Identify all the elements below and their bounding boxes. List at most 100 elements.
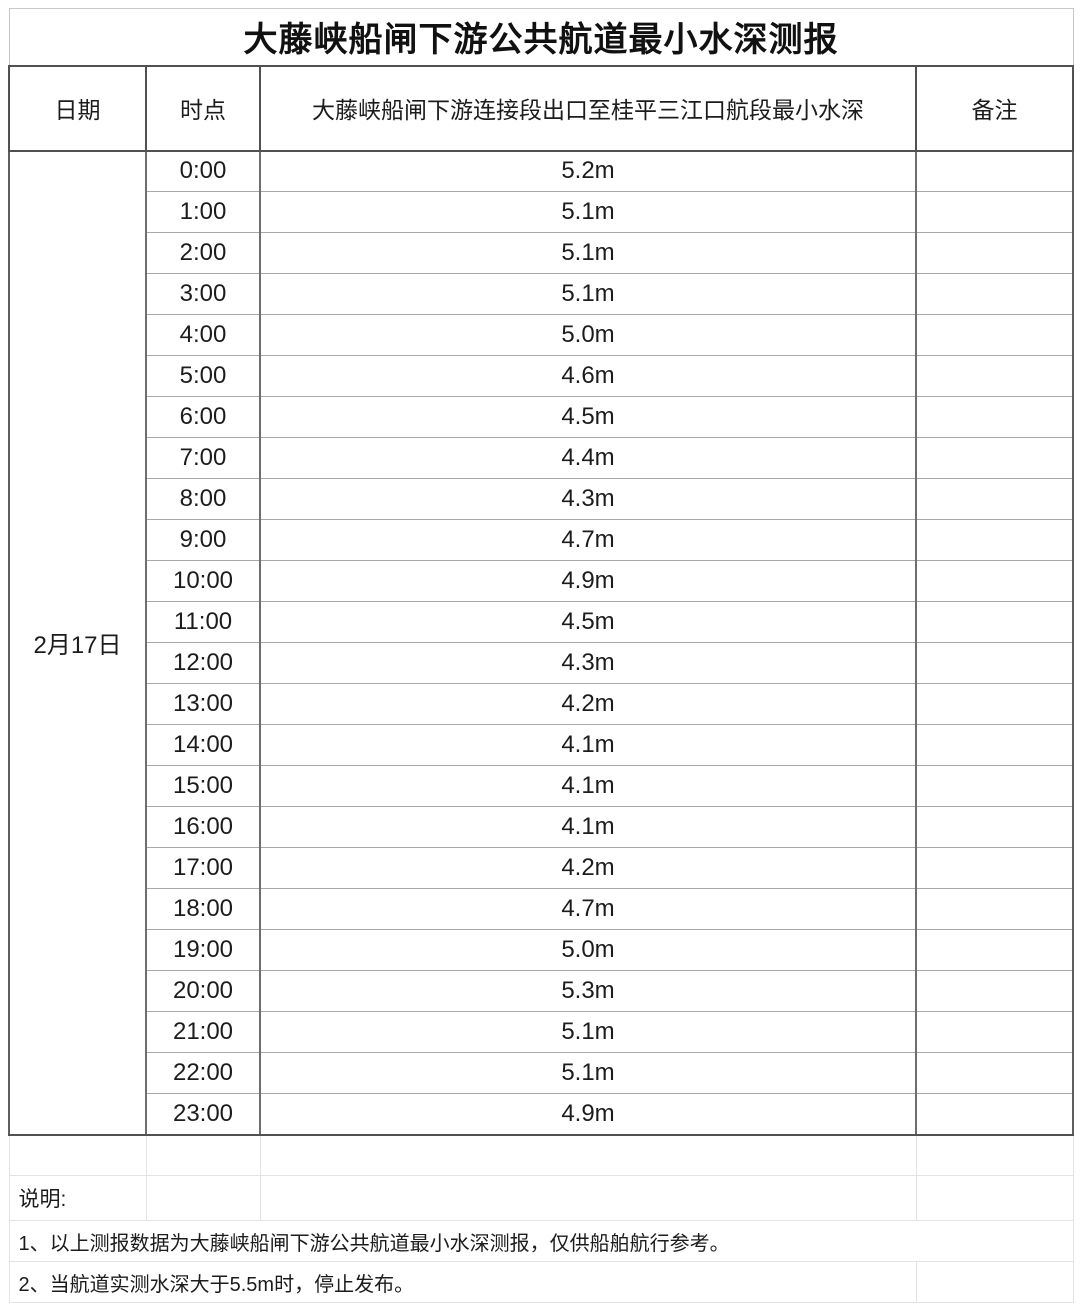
time-cell: 12:00	[145, 642, 261, 684]
remark-cell	[915, 191, 1074, 233]
table-row: 22:00 5.1m	[9, 1052, 1074, 1094]
remark-cell	[915, 1093, 1074, 1136]
depth-cell: 4.1m	[259, 724, 917, 766]
time-cell: 13:00	[145, 683, 261, 725]
time-cell: 3:00	[145, 273, 261, 315]
table-row: 13:00 4.2m	[9, 683, 1074, 725]
time-cell: 7:00	[145, 437, 261, 479]
remark-cell	[915, 478, 1074, 520]
table-row: 3:00 5.1m	[9, 273, 1074, 315]
remark-cell	[915, 765, 1074, 807]
remark-cell	[915, 1052, 1074, 1094]
remark-cell	[915, 683, 1074, 725]
table-row: 6:00 4.5m	[9, 396, 1074, 438]
table-row: 15:00 4.1m	[9, 765, 1074, 807]
remark-cell	[915, 929, 1074, 971]
remark-cell	[915, 560, 1074, 602]
spacer-row	[8, 1134, 1074, 1176]
time-cell: 5:00	[145, 355, 261, 397]
depth-cell: 5.1m	[259, 1011, 917, 1053]
time-cell: 23:00	[145, 1093, 261, 1136]
depth-cell: 5.2m	[259, 150, 917, 192]
note-row: 1、以上测报数据为大藤峡船闸下游公共航道最小水深测报，仅供船舶航行参考。	[8, 1220, 1074, 1262]
depth-cell: 5.3m	[259, 970, 917, 1012]
depth-cell: 4.1m	[259, 765, 917, 807]
table-row: 9:00 4.7m	[9, 519, 1074, 561]
depth-cell: 4.9m	[259, 560, 917, 602]
time-cell: 22:00	[145, 1052, 261, 1094]
depth-cell: 4.7m	[259, 888, 917, 930]
table-row: 17:00 4.2m	[9, 847, 1074, 889]
time-cell: 18:00	[145, 888, 261, 930]
time-cell: 19:00	[145, 929, 261, 971]
table-row: 14:00 4.1m	[9, 724, 1074, 766]
time-cell: 0:00	[145, 150, 261, 192]
empty-cell	[259, 1134, 917, 1176]
date-cell: 2月17日	[8, 150, 147, 1136]
note-row: 2、当航道实测水深大于5.5m时，停止发布。	[8, 1261, 1074, 1303]
remark-cell	[915, 970, 1074, 1012]
empty-cell	[145, 1175, 261, 1221]
remark-cell	[915, 396, 1074, 438]
table-row: 1:00 5.1m	[9, 191, 1074, 233]
header-row: 日期 时点 大藤峡船闸下游连接段出口至桂平三江口航段最小水深 备注	[8, 64, 1074, 152]
time-cell: 21:00	[145, 1011, 261, 1053]
remark-cell	[915, 642, 1074, 684]
remark-cell	[915, 519, 1074, 561]
remark-cell	[915, 273, 1074, 315]
time-cell: 4:00	[145, 314, 261, 356]
time-cell: 11:00	[145, 601, 261, 643]
header-depth: 大藤峡船闸下游连接段出口至桂平三江口航段最小水深	[259, 64, 917, 152]
time-cell: 10:00	[145, 560, 261, 602]
time-cell: 1:00	[145, 191, 261, 233]
remark-cell	[915, 1011, 1074, 1053]
depth-cell: 4.1m	[259, 806, 917, 848]
table-row: 4:00 5.0m	[9, 314, 1074, 356]
page-title: 大藤峡船闸下游公共航道最小水深测报	[8, 8, 1074, 67]
depth-cell: 4.5m	[259, 396, 917, 438]
depth-cell: 4.3m	[259, 478, 917, 520]
remark-cell	[915, 724, 1074, 766]
table-row: 11:00 4.5m	[9, 601, 1074, 643]
time-cell: 8:00	[145, 478, 261, 520]
empty-cell	[145, 1134, 261, 1176]
depth-cell: 4.5m	[259, 601, 917, 643]
remark-cell	[915, 232, 1074, 274]
depth-cell: 5.1m	[259, 232, 917, 274]
empty-cell	[915, 1134, 1074, 1176]
note-2: 2、当航道实测水深大于5.5m时，停止发布。	[8, 1261, 917, 1303]
empty-cell	[915, 1175, 1074, 1221]
time-cell: 6:00	[145, 396, 261, 438]
depth-cell: 4.7m	[259, 519, 917, 561]
remark-cell	[915, 437, 1074, 479]
table-row: 7:00 4.4m	[9, 437, 1074, 479]
note-1: 1、以上测报数据为大藤峡船闸下游公共航道最小水深测报，仅供船舶航行参考。	[8, 1220, 1074, 1262]
time-cell: 14:00	[145, 724, 261, 766]
remark-cell	[915, 806, 1074, 848]
table-row: 12:00 4.3m	[9, 642, 1074, 684]
title-row: 大藤峡船闸下游公共航道最小水深测报	[8, 8, 1074, 67]
notes-label: 说明:	[8, 1175, 147, 1221]
depth-report-table: 大藤峡船闸下游公共航道最小水深测报 日期 时点 大藤峡船闸下游连接段出口至桂平三…	[8, 8, 1074, 1303]
time-cell: 9:00	[145, 519, 261, 561]
remark-cell	[915, 314, 1074, 356]
depth-cell: 4.2m	[259, 683, 917, 725]
table-row: 5:00 4.6m	[9, 355, 1074, 397]
report-sheet: 大藤峡船闸下游公共航道最小水深测报 日期 时点 大藤峡船闸下游连接段出口至桂平三…	[8, 8, 1074, 1303]
header-remark: 备注	[915, 64, 1074, 152]
depth-cell: 5.1m	[259, 191, 917, 233]
remark-cell	[915, 355, 1074, 397]
time-cell: 2:00	[145, 232, 261, 274]
time-cell: 17:00	[145, 847, 261, 889]
depth-cell: 4.2m	[259, 847, 917, 889]
depth-cell: 4.4m	[259, 437, 917, 479]
empty-cell	[8, 1134, 147, 1176]
header-date: 日期	[8, 64, 147, 152]
depth-cell: 4.9m	[259, 1093, 917, 1136]
depth-cell: 5.0m	[259, 929, 917, 971]
depth-cell: 5.1m	[259, 273, 917, 315]
depth-cell: 5.0m	[259, 314, 917, 356]
table-row: 10:00 4.9m	[9, 560, 1074, 602]
remark-cell	[915, 601, 1074, 643]
table-row: 2:00 5.1m	[9, 232, 1074, 274]
